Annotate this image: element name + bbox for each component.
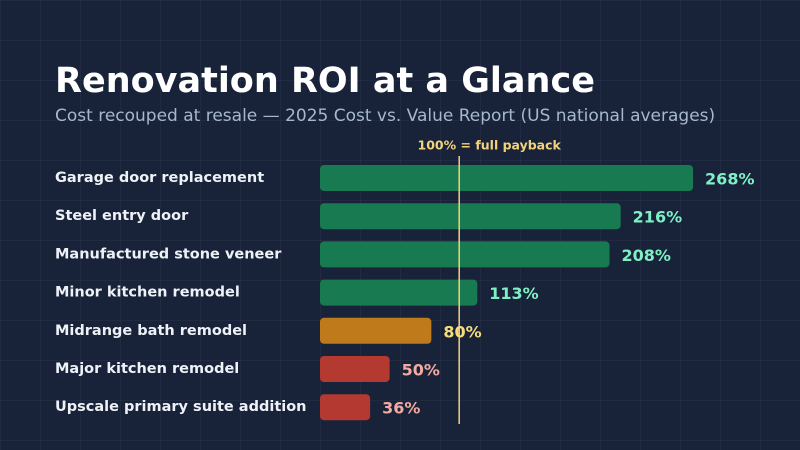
bar	[320, 317, 432, 344]
reference-line-label: 100% = full payback	[418, 138, 562, 153]
bar	[320, 279, 478, 306]
category-label: Garage door replacement	[55, 170, 264, 186]
value-labels-group: 268% 216% 208% 113% 80% 50% 36%	[382, 170, 754, 418]
category-label: Midrange bath remodel	[55, 323, 247, 339]
value-label: 216%	[633, 208, 682, 227]
chart-subtitle: Cost recouped at resale — 2025 Cost vs. …	[55, 106, 716, 126]
bar	[320, 241, 610, 268]
bar	[320, 203, 621, 230]
bar	[320, 394, 371, 421]
category-label: Minor kitchen remodel	[55, 285, 240, 301]
category-label: Manufactured stone veneer	[55, 246, 282, 262]
chart-title: Renovation ROI at a Glance	[55, 61, 595, 101]
category-label: Steel entry door	[55, 208, 189, 224]
value-label: 50%	[402, 361, 440, 380]
bar	[320, 356, 390, 382]
value-label: 268%	[705, 170, 754, 189]
value-label: 113%	[489, 284, 538, 303]
category-labels-group: Garage door replacement Steel entry door M…	[55, 170, 307, 415]
category-label: Major kitchen remodel	[55, 361, 239, 377]
value-label: 36%	[382, 399, 420, 418]
bars-group	[320, 165, 694, 421]
value-label: 80%	[443, 322, 481, 341]
category-label: Upscale primary suite addition	[55, 399, 307, 415]
value-label: 208%	[622, 246, 671, 265]
bar	[320, 165, 694, 191]
